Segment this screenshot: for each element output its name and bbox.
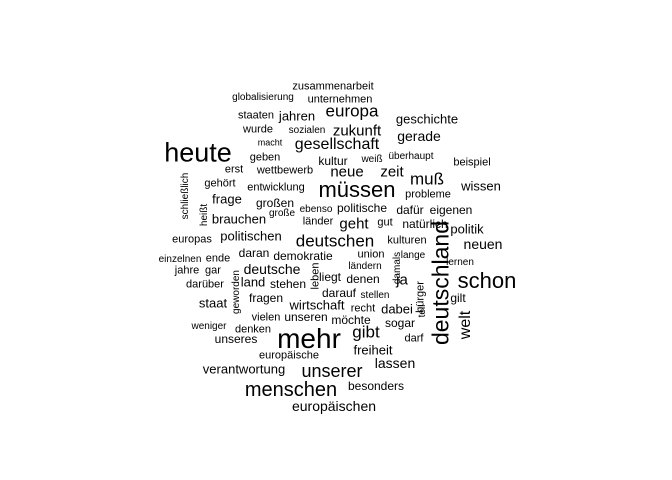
word-deutsche: deutsche	[243, 261, 301, 277]
word-besonders: besonders	[347, 379, 405, 393]
word-kultur: kultur	[318, 154, 348, 168]
word-darf: darf	[404, 332, 424, 345]
word-heute: heute	[164, 137, 232, 168]
word-deutschen: deutschen	[295, 231, 375, 251]
word-länder: länder	[302, 215, 334, 228]
word-gar: gar	[205, 264, 221, 277]
word-denken: denken	[234, 323, 272, 336]
word-lernen: lernen	[446, 257, 474, 268]
word-jahre: jahre	[174, 264, 200, 277]
word-stellen: stellen	[360, 290, 390, 301]
word-sogar: sogar	[384, 316, 416, 330]
word-kulturen: kulturen	[387, 234, 427, 247]
word-menschen: menschen	[244, 379, 338, 401]
word-müssen: müssen	[318, 177, 396, 202]
word-fragen: fragen	[248, 291, 284, 305]
word-politische: politische	[336, 201, 388, 215]
word-natürlich: natürlich	[402, 217, 448, 231]
word-brauchen: brauchen	[211, 211, 267, 227]
word-gibt: gibt	[352, 322, 380, 342]
word-sozialen: sozialen	[288, 125, 326, 136]
word-geschichte: geschichte	[395, 111, 459, 127]
word-unternehmen: unternehmen	[307, 93, 373, 106]
word-dabei: dabei	[381, 301, 413, 317]
word-europa: europa	[325, 101, 379, 121]
word-macht: macht	[257, 137, 283, 148]
word-staaten: staaten	[237, 109, 275, 122]
word-neuen: neuen	[463, 236, 503, 252]
word-zukunft: zukunft	[332, 122, 382, 140]
word-ja: ja	[396, 271, 408, 289]
word-unseres: unseres	[214, 332, 258, 346]
word-land: land	[240, 274, 266, 290]
word-demokratie: demokratie	[273, 249, 333, 263]
word-zusammenarbeit: zusammenarbeit	[292, 80, 374, 93]
word-dafür: dafür	[396, 203, 424, 217]
word-zeit: zeit	[380, 163, 404, 181]
word-heißt: heißt	[199, 203, 210, 227]
word-verantwortung: verantwortung	[202, 361, 286, 377]
word-darüber: darüber	[186, 278, 224, 291]
word-gerade: gerade	[397, 128, 441, 144]
word-denen: denen	[346, 272, 380, 286]
word-staat: staat	[198, 295, 228, 311]
word-politischen: politischen	[220, 228, 282, 244]
word-liegt: liegt	[318, 270, 342, 284]
word-unseren: unseren	[284, 310, 328, 324]
word-freiheit: freiheit	[353, 342, 393, 358]
word-ende: ende	[205, 252, 231, 265]
word-damals: damals	[392, 251, 403, 285]
word-darauf: darauf	[321, 286, 357, 300]
word-lassen: lassen	[374, 355, 416, 371]
word-beispiel: beispiel	[453, 156, 491, 169]
word-schon: schon	[457, 268, 517, 293]
word-vielen: vielen	[251, 311, 281, 324]
word-ländern: ländern	[348, 261, 382, 272]
word-union: union	[357, 248, 385, 261]
word-globalisierung: globalisierung	[232, 92, 294, 103]
word-erst: erst	[224, 163, 244, 176]
word-deutschland: deutschland	[427, 220, 454, 346]
word-ebenso: ebenso	[299, 204, 333, 215]
word-europas: europas	[172, 233, 212, 246]
word-einzelnen: einzelnen	[158, 254, 202, 265]
word-frage: frage	[212, 191, 242, 207]
word-daran: daran	[238, 246, 270, 260]
word-gesellschaft: gesellschaft	[294, 136, 380, 153]
word-lange: lange	[400, 250, 426, 261]
word-möchte: möchte	[331, 313, 371, 327]
word-welt: welt	[457, 310, 474, 340]
word-wurde: wurde	[243, 123, 273, 136]
word-teil: teil	[417, 304, 428, 318]
word-große: große	[268, 208, 296, 219]
word-probleme: probleme	[405, 188, 451, 201]
word-weiß: weiß	[361, 154, 383, 165]
word-europäische: europäische	[259, 349, 319, 362]
word-geworden: geworden	[231, 270, 242, 314]
word-mehr: mehr	[277, 323, 341, 354]
word-großen: großen	[255, 196, 295, 210]
word-wettbewerb: wettbewerb	[256, 164, 314, 177]
word-gehört: gehört	[204, 177, 236, 190]
word-geben: geben	[249, 151, 281, 164]
word-überhaupt: überhaupt	[388, 151, 434, 162]
word-stehen: stehen	[269, 277, 307, 291]
word-unserer: unserer	[301, 361, 363, 381]
word-recht: recht	[350, 302, 376, 315]
word-geht: geht	[339, 215, 369, 233]
word-neue: neue	[330, 163, 364, 181]
word-entwicklung: entwicklung	[247, 181, 305, 194]
word-wirtschaft: wirtschaft	[289, 297, 345, 313]
word-politik: politik	[450, 221, 484, 237]
word-wissen: wissen	[461, 178, 501, 194]
word-weniger: weniger	[191, 321, 227, 332]
word-eigenen: eigenen	[429, 203, 473, 217]
word-gilt: gilt	[450, 291, 466, 305]
word-gut: gut	[377, 216, 393, 229]
word-europäischen: europäischen	[291, 398, 377, 414]
word-muß: muß	[410, 169, 444, 189]
word-jahren: jahren	[278, 108, 316, 124]
word-schließlich: schließlich	[180, 172, 191, 220]
